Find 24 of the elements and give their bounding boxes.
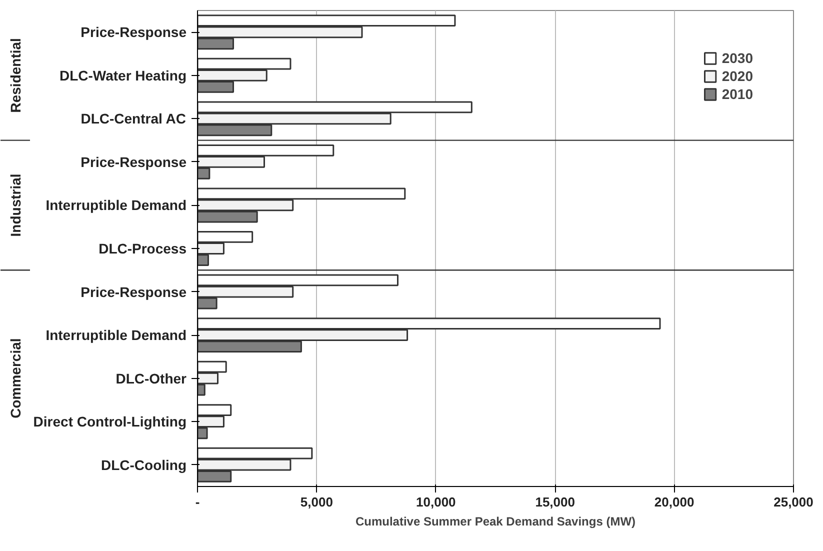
y-tick-label: Interruptible Demand — [46, 327, 187, 344]
x-tick-label: 10,000 — [416, 494, 456, 510]
y-tick-label: Interruptible Demand — [46, 197, 187, 214]
x-tick-label: 25,000 — [774, 494, 814, 510]
legend-label: 2030 — [722, 50, 753, 66]
text: Commercial — [8, 338, 24, 418]
y-tick-label: Price-Response — [80, 24, 187, 40]
y-tick-label: DLC-Cooling — [100, 456, 186, 473]
y-tick-label: DLC-Central AC — [80, 110, 186, 127]
legend-label: 2010 — [722, 86, 753, 102]
text: Residential — [8, 38, 24, 113]
y-tick-label: Direct Control-Lighting — [33, 414, 187, 430]
y-tick-label: Price-Response — [80, 154, 187, 170]
x-axis-title: Cumulative Summer Peak Demand Savings (MW) — [355, 514, 636, 528]
x-tick-label: 20,000 — [654, 494, 694, 510]
text: Industrial — [8, 174, 24, 237]
x-tick-label: - — [195, 494, 200, 510]
y-tick-label: DLC-Other — [116, 370, 188, 386]
x-tick-label: 15,000 — [535, 494, 575, 510]
y-tick-label: DLC-Water Heating — [59, 67, 187, 84]
y-tick-label: Price-Response — [80, 284, 187, 300]
y-tick-label: DLC-Process — [98, 240, 187, 256]
legend-label: 2020 — [722, 68, 753, 84]
x-tick-label: 5,000 — [300, 494, 333, 510]
